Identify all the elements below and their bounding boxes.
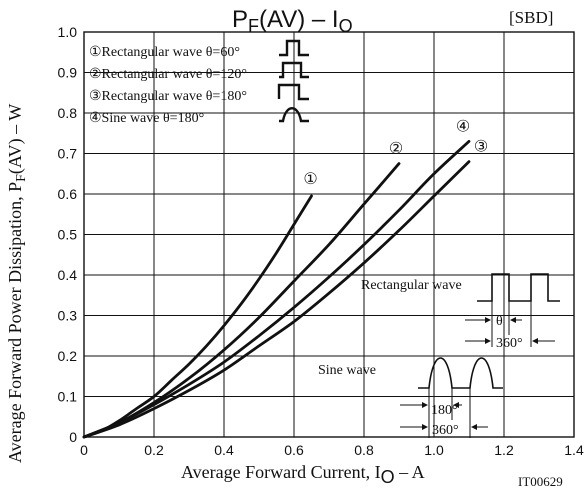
- curve-line-1: [82, 194, 313, 439]
- legend: ①Rectangular wave θ=60° ②Rectangular wave…: [89, 39, 309, 126]
- curves: [82, 140, 471, 439]
- half-period-dimension: [400, 388, 471, 438]
- rectangular-wave-annotation: [465, 273, 560, 347]
- y-tick-label: 0.2: [58, 348, 78, 364]
- legend-waveform-icon-4: [279, 107, 309, 123]
- y-tick-label: 0: [69, 429, 77, 445]
- rect-period-label: 360°: [496, 336, 523, 351]
- legend-entry-3: ③Rectangular wave θ=180°: [89, 89, 247, 104]
- legend-waveform-icon-2: [279, 61, 309, 79]
- x-tick-label: 1.0: [424, 442, 444, 458]
- legend-entry-2: ②Rectangular wave θ=120°: [89, 67, 247, 82]
- curve-marker-1: ①: [303, 171, 317, 188]
- y-tick-label: 0.7: [58, 146, 78, 162]
- curve-marker-4: ④: [456, 118, 470, 135]
- y-tick-label: 0.8: [58, 105, 78, 121]
- curve-marker-2: ②: [389, 141, 403, 158]
- sbd-tag: [SBD]: [509, 8, 553, 27]
- y-axis-label: Average Forward Power Dissipation, PF(AV…: [5, 104, 29, 463]
- y-tick-label: 0.9: [58, 65, 78, 81]
- y-axis-ticks: 0 0.1 0.2 0.3 0.4 0.5 0.6 0.7 0.8 0.9 1.0: [58, 24, 78, 445]
- chart-code: IT00629: [518, 474, 563, 489]
- curve-line-3: [82, 160, 471, 439]
- rectangular-wave-label: Rectangular wave: [361, 278, 462, 293]
- sine-waveform-icon: [418, 357, 503, 389]
- legend-waveform-icon-1: [279, 39, 309, 57]
- x-tick-label: 1.2: [494, 442, 514, 458]
- theta-label: θ: [496, 314, 503, 329]
- x-axis-label: Average Forward Current, IO – A: [181, 462, 425, 487]
- y-tick-label: 0.3: [58, 308, 78, 324]
- y-tick-label: 0.6: [58, 186, 78, 202]
- x-tick-label: 0.4: [214, 442, 234, 458]
- curve-markers: ① ② ③④: [303, 118, 488, 188]
- x-tick-label: 0.8: [354, 442, 374, 458]
- sine-period-label: 360°: [432, 423, 459, 438]
- half-period-label: 180°: [431, 403, 458, 418]
- y-tick-label: 0.1: [58, 389, 78, 405]
- plot-frame: [83, 31, 575, 438]
- x-tick-label: 0.2: [144, 442, 164, 458]
- rectangular-waveform-icon: [477, 273, 560, 302]
- legend-waveform-icon-3: [277, 83, 309, 101]
- curve-marker-3: ③: [474, 139, 488, 156]
- theta-dimension: [465, 301, 532, 347]
- legend-entry-1: ①Rectangular wave θ=60°: [89, 45, 240, 60]
- chart-title: PF(AV) – IO: [232, 6, 353, 36]
- sine-wave-annotation: [400, 357, 503, 438]
- legend-entry-4: ④Sine wave θ=180°: [89, 111, 204, 126]
- x-tick-label: 0: [80, 442, 88, 458]
- y-tick-label: 1.0: [58, 24, 78, 40]
- x-tick-label: 1.4: [564, 442, 584, 458]
- y-tick-label: 0.4: [58, 267, 78, 283]
- sine-wave-label: Sine wave: [318, 363, 376, 378]
- curve-line-4: [82, 140, 471, 439]
- curve-line-2: [82, 162, 401, 439]
- x-tick-label: 0.6: [284, 442, 304, 458]
- y-tick-label: 0.5: [58, 227, 78, 243]
- x-axis-ticks: 0 0.2 0.4 0.6 0.8 1.0 1.2 1.4: [80, 442, 584, 458]
